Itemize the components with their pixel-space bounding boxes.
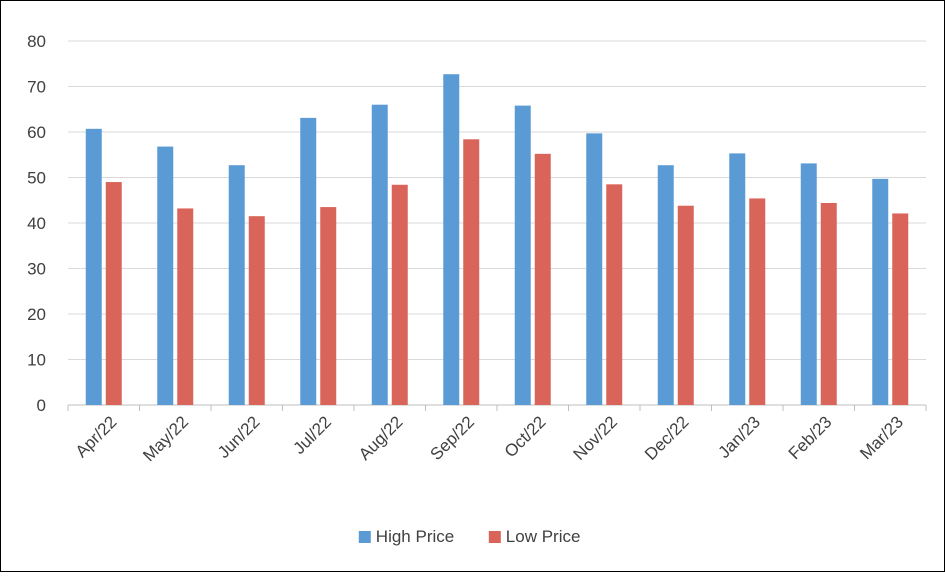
x-tick-label: Oct/22 xyxy=(501,412,550,461)
bar-high-price xyxy=(371,104,388,405)
legend-label: Low Price xyxy=(506,527,581,546)
bar-low-price xyxy=(677,205,694,405)
x-tick-label: Sep/22 xyxy=(427,412,479,464)
bar-low-price xyxy=(248,216,265,405)
bar-low-price xyxy=(534,153,551,405)
bar-high-price xyxy=(300,117,317,406)
x-tick-label: Apr/22 xyxy=(72,412,121,461)
x-tick-label: Dec/22 xyxy=(641,412,693,464)
x-tick-label: Jan/23 xyxy=(715,412,765,462)
bars xyxy=(85,74,909,406)
y-tick-label: 10 xyxy=(27,351,46,370)
bar-high-price xyxy=(443,74,460,405)
x-tick-label: Mar/23 xyxy=(856,412,907,463)
y-tick-label: 30 xyxy=(27,260,46,279)
bar-low-price xyxy=(892,213,909,405)
x-tick-label: Feb/23 xyxy=(785,412,836,463)
bar-high-price xyxy=(157,146,174,405)
bar-high-price xyxy=(228,165,245,405)
bar-low-price xyxy=(320,207,337,405)
bar-low-price xyxy=(463,139,480,405)
y-tick-label: 70 xyxy=(27,78,46,97)
legend: High Price Low Price xyxy=(358,527,581,546)
bar-high-price xyxy=(657,165,674,405)
bar-high-price xyxy=(85,128,102,405)
bar-high-price xyxy=(800,163,817,405)
axes xyxy=(67,404,927,411)
x-tick-label: Aug/22 xyxy=(355,412,407,464)
y-tick-label: 20 xyxy=(27,305,46,324)
bar-high-price xyxy=(872,178,889,405)
legend-label: High Price xyxy=(376,527,454,546)
x-tick-label: May/22 xyxy=(139,412,192,465)
y-tick-label: 0 xyxy=(37,396,46,415)
bar-low-price xyxy=(105,182,122,405)
bar-low-price xyxy=(820,202,837,405)
x-tick-label: Jul/22 xyxy=(290,412,336,458)
x-tick-label: Nov/22 xyxy=(570,412,622,464)
y-tick-label: 80 xyxy=(27,32,46,51)
x-tick-label: Jun/22 xyxy=(214,412,264,462)
bar-low-price xyxy=(749,198,766,405)
y-tick-label: 50 xyxy=(27,169,46,188)
legend-swatch xyxy=(358,531,371,543)
bar-low-price xyxy=(391,184,408,405)
bar-high-price xyxy=(586,133,603,406)
legend-swatch xyxy=(488,531,501,543)
bar-high-price xyxy=(729,153,746,405)
gridlines xyxy=(68,40,926,360)
y-tick-label: 40 xyxy=(27,214,46,233)
y-tick-label: 60 xyxy=(27,123,46,142)
bar-high-price xyxy=(514,105,531,406)
bar-low-price xyxy=(177,208,194,405)
bar-low-price xyxy=(606,184,623,405)
